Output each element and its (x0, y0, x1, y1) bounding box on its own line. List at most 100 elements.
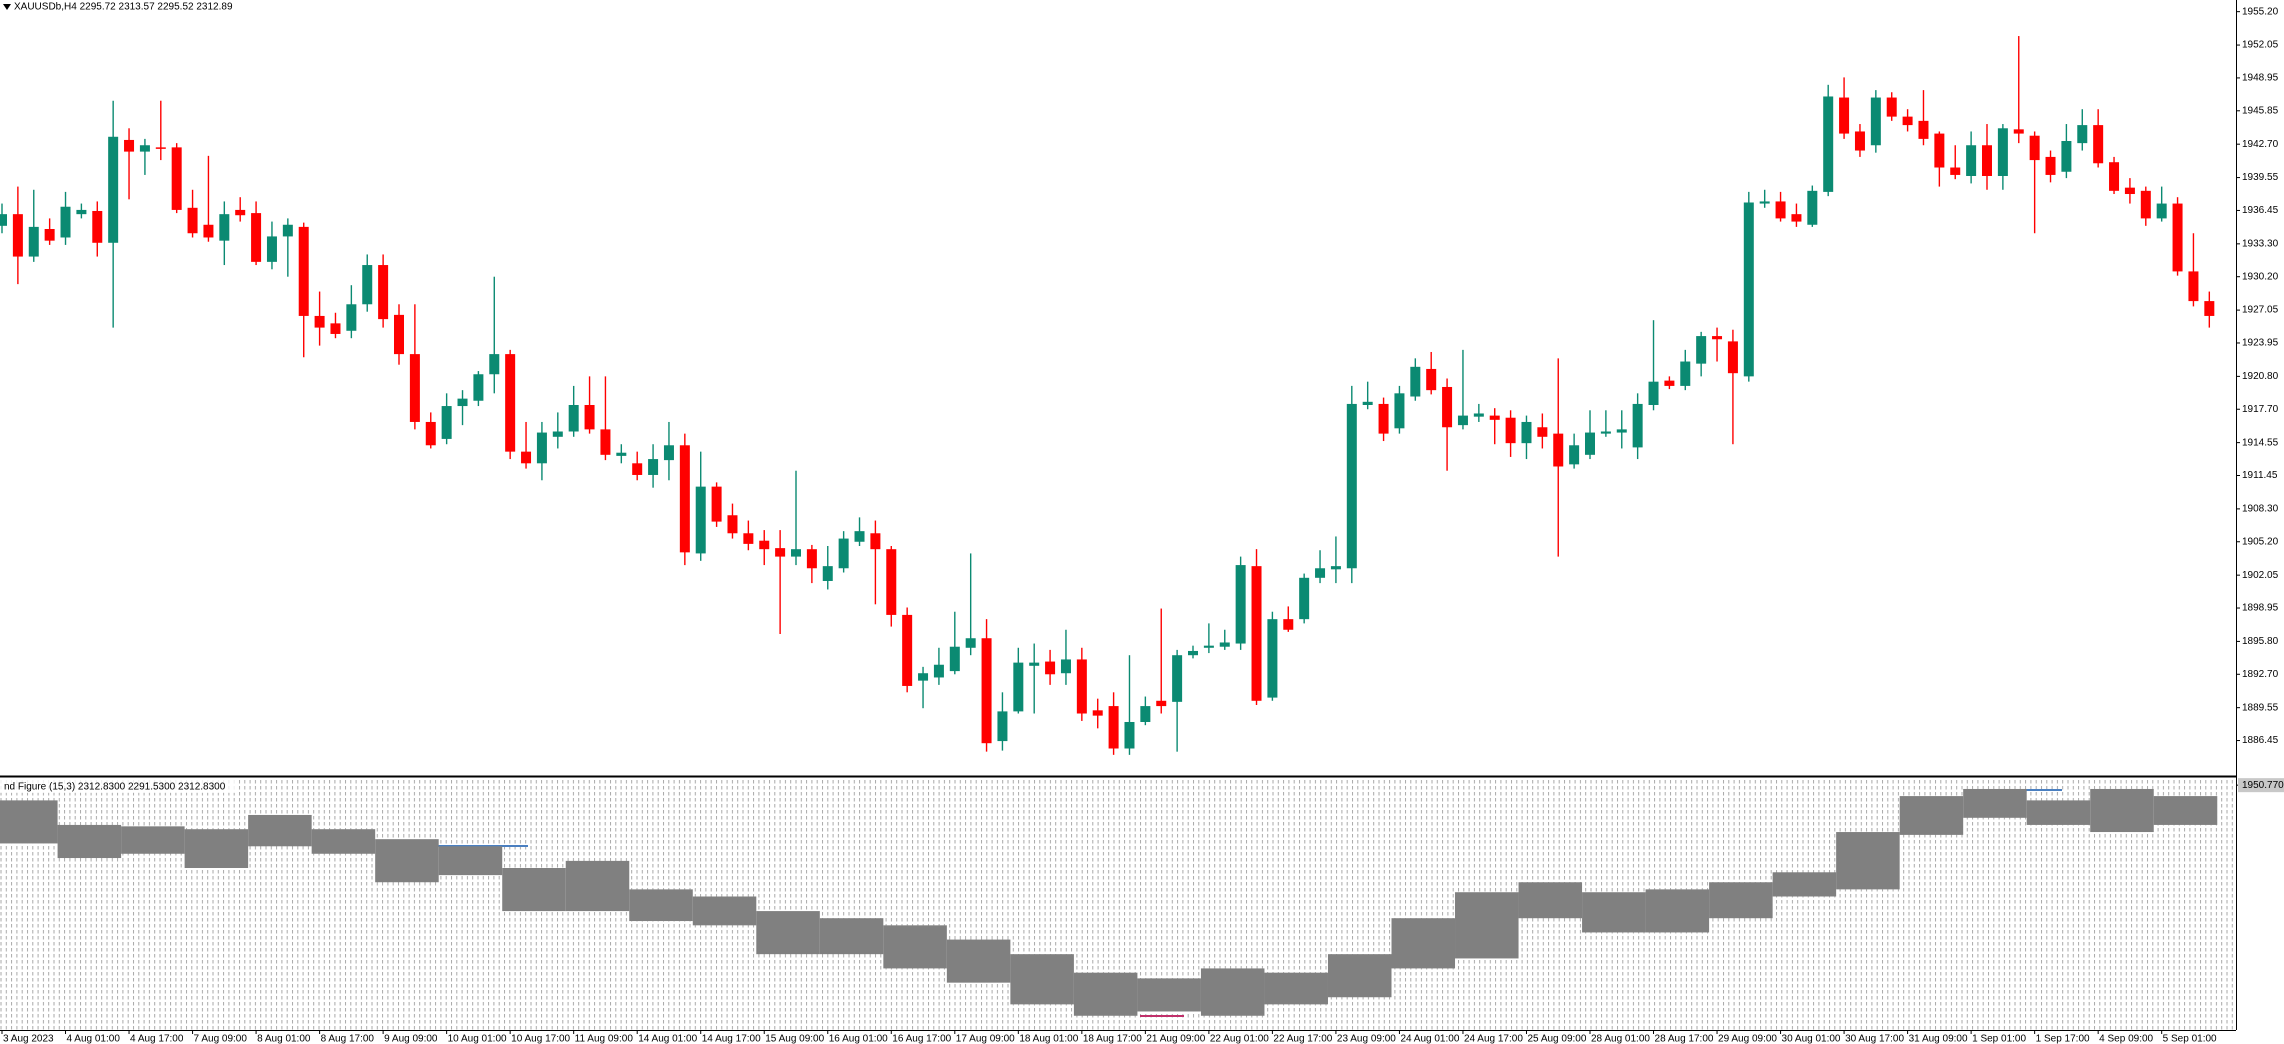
candle-body (1950, 167, 1961, 175)
candle-body (521, 451, 532, 464)
band-segment (1518, 882, 1583, 919)
candle-body (1553, 433, 1564, 467)
y-tick-label: 1927.05 (2242, 305, 2279, 316)
candle-body (2156, 203, 2167, 219)
candle-body (1727, 341, 1738, 374)
x-tick-label: 17 Aug 09:00 (956, 1034, 1015, 1044)
candle-body (1203, 645, 1214, 648)
candle-body (1997, 128, 2008, 176)
band-segment (819, 918, 884, 955)
candle-body (473, 374, 484, 401)
candle-body (2061, 141, 2072, 172)
candle-body (44, 229, 55, 241)
candle-body (791, 549, 801, 557)
band-segment (565, 860, 630, 912)
candle-body (1235, 565, 1246, 644)
x-tick-label: 25 Aug 09:00 (1527, 1034, 1586, 1044)
candle-body (949, 646, 960, 672)
band-segment (1455, 892, 1519, 959)
candle-body (124, 139, 135, 152)
candle-body (1854, 131, 1865, 151)
candle-body (1870, 97, 1881, 146)
band-segment (883, 925, 947, 969)
candle-body (981, 638, 992, 744)
candle-body (108, 136, 119, 243)
candle-body (1473, 413, 1484, 417)
candle-body (1124, 721, 1135, 749)
candle-body (1219, 642, 1230, 647)
band-segment (375, 839, 439, 883)
x-tick-label: 18 Aug 01:00 (1019, 1034, 1078, 1044)
y-tick-label: 1948.95 (2242, 73, 2279, 84)
candle-body (12, 214, 23, 257)
candle-body (822, 566, 833, 581)
candle-body (2172, 203, 2183, 272)
candle-body (997, 711, 1008, 742)
candle-body (1743, 202, 1754, 377)
candle-body (1076, 659, 1087, 714)
candle-body (1775, 201, 1786, 219)
candle-body (362, 265, 373, 305)
x-tick-label: 24 Aug 01:00 (1400, 1034, 1459, 1044)
x-tick-label: 14 Aug 01:00 (638, 1034, 697, 1044)
candle-body (330, 323, 341, 334)
band-segment (248, 814, 312, 847)
y-tick-label: 1917.70 (2242, 404, 2279, 415)
candle-body (1267, 619, 1278, 698)
band-segment (184, 829, 249, 869)
y-tick-label: 1902.05 (2242, 570, 2279, 581)
candle-body (1696, 336, 1707, 364)
candle-body (1346, 403, 1357, 569)
band-segment (629, 889, 693, 922)
y-tick-label: 1905.20 (2242, 536, 2279, 547)
x-tick-label: 8 Aug 01:00 (257, 1034, 311, 1044)
y-tick-label: 1936.45 (2242, 205, 2279, 216)
candle-body (616, 452, 627, 456)
candle-body (1378, 403, 1389, 434)
x-tick-label: 28 Aug 17:00 (1655, 1034, 1714, 1044)
x-tick-label: 30 Aug 17:00 (1845, 1034, 1904, 1044)
x-tick-label: 15 Aug 09:00 (765, 1034, 824, 1044)
candle-body (1489, 415, 1500, 420)
candle-body (394, 314, 404, 355)
candle-body (1188, 650, 1198, 656)
candle-body (854, 531, 865, 542)
y-tick-label: 1930.20 (2242, 271, 2279, 282)
candle-body (1140, 706, 1151, 722)
candle-body (1664, 380, 1675, 386)
candle-body (505, 354, 516, 452)
candle-body (1616, 429, 1627, 433)
candle-body (1505, 417, 1516, 444)
x-tick-label: 10 Aug 01:00 (448, 1034, 507, 1044)
x-tick-label: 9 Aug 09:00 (384, 1034, 438, 1044)
x-tick-label: 24 Aug 17:00 (1464, 1034, 1523, 1044)
candle-body (409, 354, 420, 422)
candle-body (1362, 401, 1373, 405)
x-tick-label: 8 Aug 17:00 (321, 1034, 375, 1044)
candle-body (378, 265, 389, 320)
x-tick-label: 11 Aug 09:00 (575, 1034, 634, 1044)
candle-body (1585, 432, 1595, 455)
candle-body (1648, 381, 1659, 405)
band-segment (502, 868, 566, 912)
candle-body (235, 209, 246, 216)
candle-body (1394, 393, 1405, 429)
candle-body (886, 549, 897, 615)
band-segment (1582, 892, 1646, 933)
candle-body (1442, 386, 1453, 428)
candle-body (695, 486, 706, 554)
band-segment (57, 824, 122, 859)
candle-body (2140, 190, 2151, 219)
candle-body (1045, 661, 1056, 675)
candle-body (2093, 125, 2104, 164)
x-tick-label: 16 Aug 17:00 (892, 1034, 951, 1044)
band-segment (2090, 788, 2154, 833)
collapse-arrow[interactable] (3, 4, 11, 10)
y-tick-label: 1955.20 (2242, 6, 2279, 17)
candle-body (663, 445, 674, 461)
x-tick-label: 4 Sep 09:00 (2099, 1034, 2153, 1044)
candle-body (2029, 135, 2040, 161)
indicator-label-bg (0, 780, 236, 793)
candle-body (1680, 361, 1691, 386)
band-segment (438, 846, 503, 876)
